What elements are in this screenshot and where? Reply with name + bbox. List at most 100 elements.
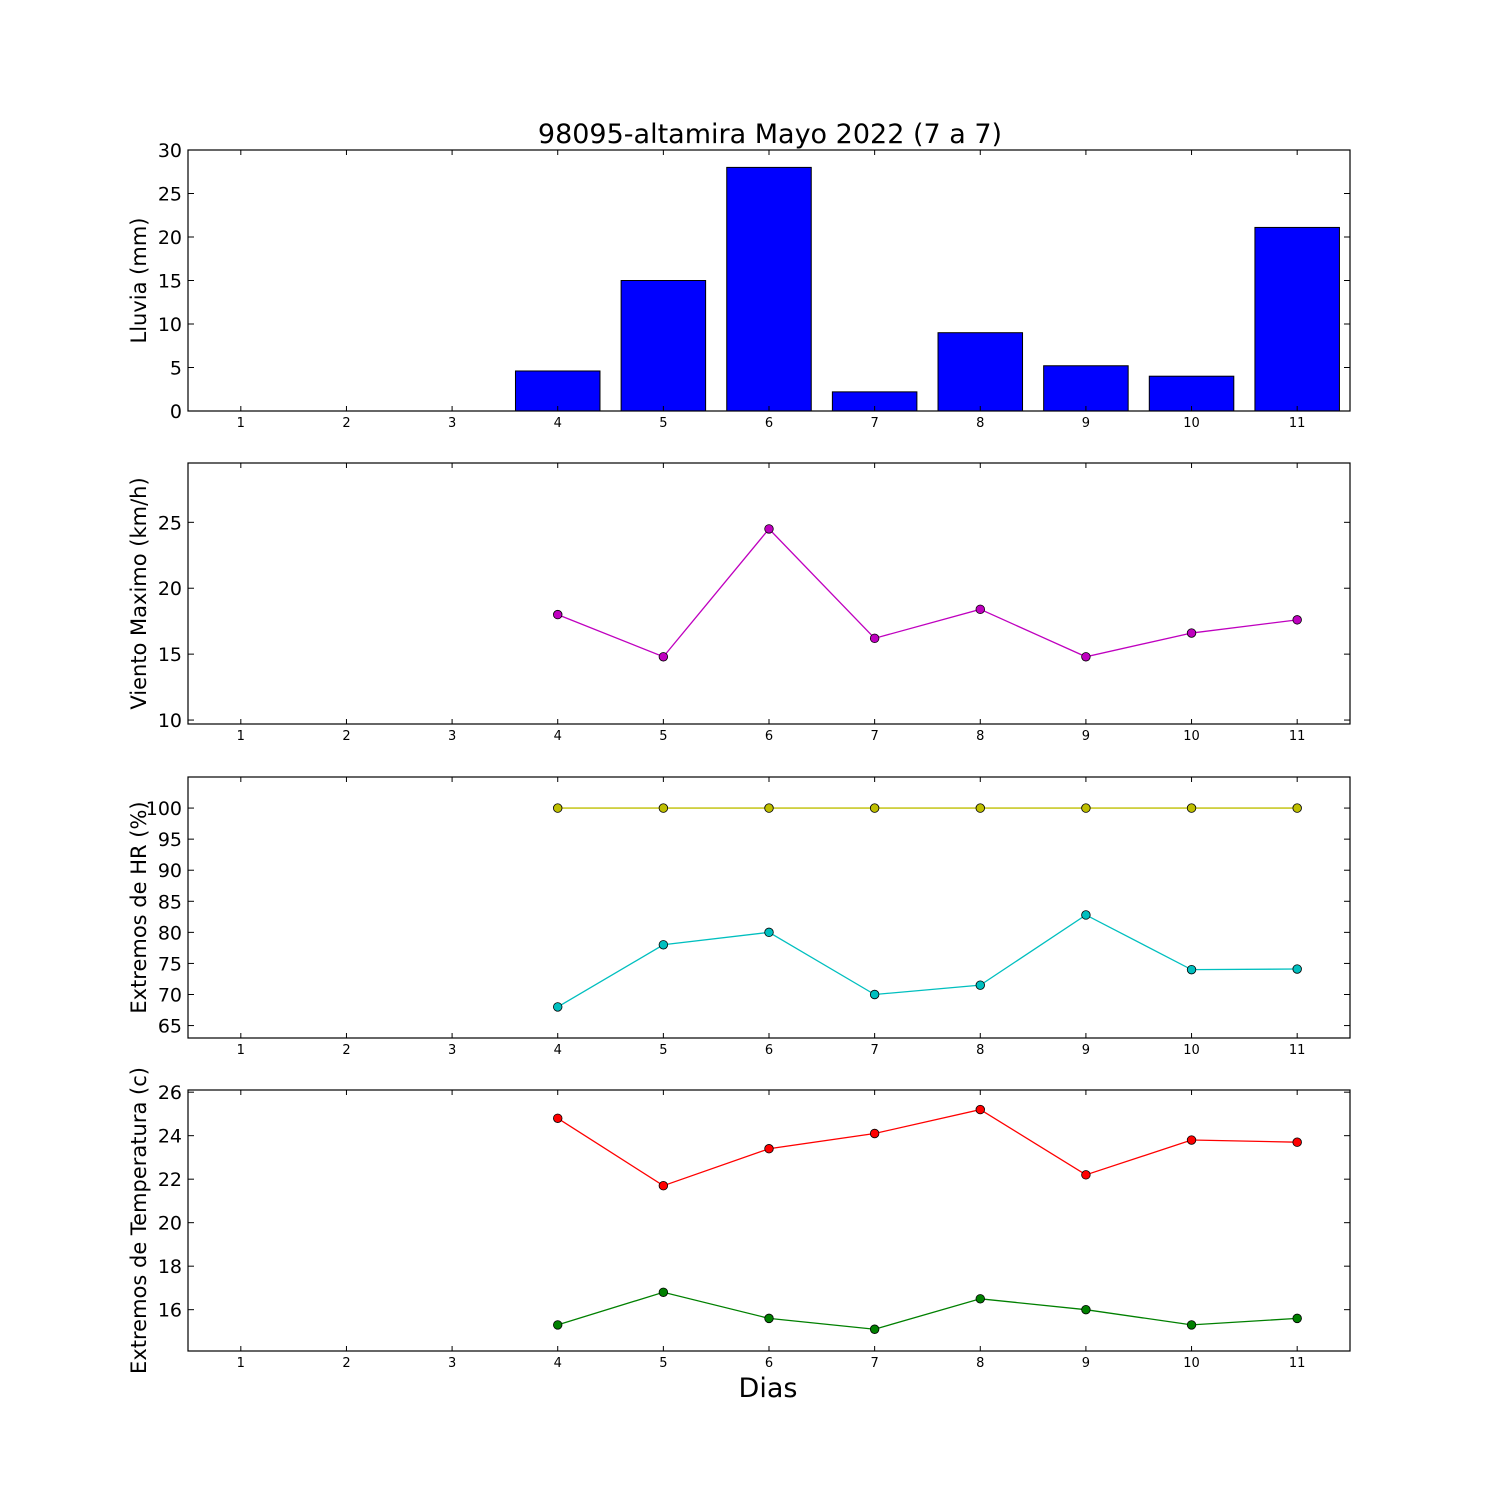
- y-tick-label-15: 15: [158, 644, 182, 666]
- x-tick-label-6: 6: [765, 416, 773, 431]
- series-1-point-day-9: [1081, 803, 1091, 813]
- series-2-point-day-7: [869, 1324, 880, 1334]
- y-tick-label-20: 20: [158, 578, 182, 600]
- bar-day-10: [1148, 375, 1235, 412]
- series-1-point-day-4: [553, 609, 563, 620]
- series-1-point-day-11: [1292, 615, 1302, 625]
- y-axis-label: Lluvia (mm): [127, 218, 151, 344]
- series-1-point-day-10: [1186, 803, 1197, 813]
- series-2-point-day-9: [1081, 1304, 1091, 1315]
- x-tick-label-1: 1: [237, 1356, 245, 1371]
- y-tick-label-70: 70: [158, 985, 182, 1007]
- y-axis-label: Extremos de HR (%): [127, 801, 151, 1013]
- series-1-point-day-10: [1186, 1135, 1197, 1145]
- series-1-line: [557, 527, 1298, 658]
- x-tick-label-3: 3: [448, 1043, 456, 1058]
- y-tick-label-65: 65: [158, 1016, 182, 1038]
- series-2-point-day-5: [658, 1287, 669, 1297]
- panel-4: 1 2 3 4 5 6 7 8 9 10 11 16 18 20 22 24 26 Extremos de Tem…: [127, 1067, 1351, 1404]
- x-tick-label-6: 6: [765, 1043, 773, 1058]
- x-tick-label-2: 2: [342, 729, 350, 744]
- bar-day-6: [726, 166, 812, 412]
- series-2-point-day-4: [553, 1320, 563, 1330]
- series-2-point-day-4: [553, 1002, 563, 1012]
- panel-2: 1 2 3 4 5 6 7 8 9 10 11 10 15 20 25 Viento Maximo (km/h…: [127, 462, 1351, 744]
- series-2-point-day-6: [764, 927, 774, 938]
- x-tick-label-3: 3: [448, 416, 456, 431]
- series-2-point-day-10: [1186, 1320, 1197, 1330]
- series-2-point-day-11: [1292, 1313, 1302, 1324]
- x-tick-label-5: 5: [659, 729, 667, 744]
- chart-title: 98095-altamira Mayo 2022 (7 a 7): [538, 119, 1002, 150]
- series-2-line: [557, 1291, 1298, 1330]
- series-1-point-day-6: [764, 1144, 774, 1154]
- bar-day-9: [1043, 365, 1129, 412]
- x-tick-label-4: 4: [554, 416, 562, 431]
- x-tick-label-10: 10: [1183, 416, 1200, 431]
- y-tick-label-100: 100: [146, 798, 182, 820]
- x-tick-label-2: 2: [342, 416, 350, 431]
- y-tick-label-75: 75: [158, 953, 182, 975]
- y-tick-label-10: 10: [158, 314, 182, 336]
- series-1-point-day-8: [975, 1104, 985, 1115]
- series-1-point-day-7: [869, 803, 880, 813]
- x-tick-label-9: 9: [1082, 1043, 1090, 1058]
- y-axis-label: Extremos de Temperatura (c): [127, 1067, 151, 1374]
- series-1-point-day-10: [1186, 628, 1197, 638]
- x-tick-label-2: 2: [342, 1356, 350, 1371]
- y-tick-label-30: 30: [158, 140, 182, 162]
- x-tick-label-11: 11: [1289, 1043, 1306, 1058]
- x-tick-label-11: 11: [1289, 416, 1306, 431]
- y-tick-label-5: 5: [170, 358, 182, 380]
- x-tick-label-1: 1: [237, 416, 245, 431]
- y-tick-label-20: 20: [158, 1213, 182, 1235]
- x-tick-label-7: 7: [870, 1356, 878, 1371]
- x-tick-label-2: 2: [342, 1043, 350, 1058]
- series-1-line: [557, 1108, 1298, 1187]
- x-tick-label-10: 10: [1183, 1043, 1200, 1058]
- x-tick-label-10: 10: [1183, 1356, 1200, 1371]
- x-tick-label-11: 11: [1289, 1356, 1306, 1371]
- series-2-point-day-5: [658, 940, 669, 950]
- y-tick-label-15: 15: [158, 271, 182, 293]
- x-tick-label-10: 10: [1183, 729, 1200, 744]
- series-1-point-day-7: [869, 633, 880, 644]
- series-1-point-day-8: [975, 604, 985, 615]
- y-tick-label-10: 10: [158, 710, 182, 732]
- y-axis-label: Viento Maximo (km/h): [127, 477, 151, 709]
- x-tick-label-8: 8: [976, 729, 984, 744]
- x-tick-label-7: 7: [870, 416, 878, 431]
- x-tick-label-6: 6: [765, 1356, 773, 1371]
- y-tick-label-16: 16: [158, 1300, 182, 1322]
- y-tick-label-25: 25: [158, 184, 182, 206]
- x-tick-label-1: 1: [237, 729, 245, 744]
- x-tick-label-5: 5: [659, 416, 667, 431]
- series-1-point-day-5: [658, 1180, 669, 1191]
- y-tick-label-26: 26: [158, 1082, 182, 1104]
- y-tick-label-90: 90: [158, 860, 182, 882]
- y-tick-label-24: 24: [158, 1126, 182, 1148]
- series-2-point-day-8: [975, 980, 985, 990]
- series-1-point-day-11: [1292, 803, 1302, 813]
- y-tick-label-22: 22: [158, 1169, 182, 1191]
- y-tick-label-80: 80: [158, 922, 182, 944]
- x-tick-label-6: 6: [765, 729, 773, 744]
- x-tick-label-8: 8: [976, 416, 984, 431]
- x-tick-label-3: 3: [448, 1356, 456, 1371]
- series-2-point-day-6: [764, 1313, 774, 1324]
- panel-1: 1 2 3 4 5 6 7 8 9 10 11 0 5 10 15 20 25 30 Lluvia (mm): [127, 140, 1351, 431]
- series-1-point-day-5: [658, 652, 669, 662]
- bar-day-4: [514, 370, 601, 412]
- series-1-point-day-6: [764, 803, 774, 813]
- x-tick-label-9: 9: [1082, 729, 1090, 744]
- x-tick-label-9: 9: [1082, 416, 1090, 431]
- x-tick-label-5: 5: [659, 1356, 667, 1371]
- x-tick-label-7: 7: [870, 1043, 878, 1058]
- x-tick-label-7: 7: [870, 729, 878, 744]
- x-tick-label-1: 1: [237, 1043, 245, 1058]
- bar-day-8: [937, 332, 1024, 412]
- y-tick-label-95: 95: [158, 829, 182, 851]
- x-tick-label-4: 4: [554, 1043, 562, 1058]
